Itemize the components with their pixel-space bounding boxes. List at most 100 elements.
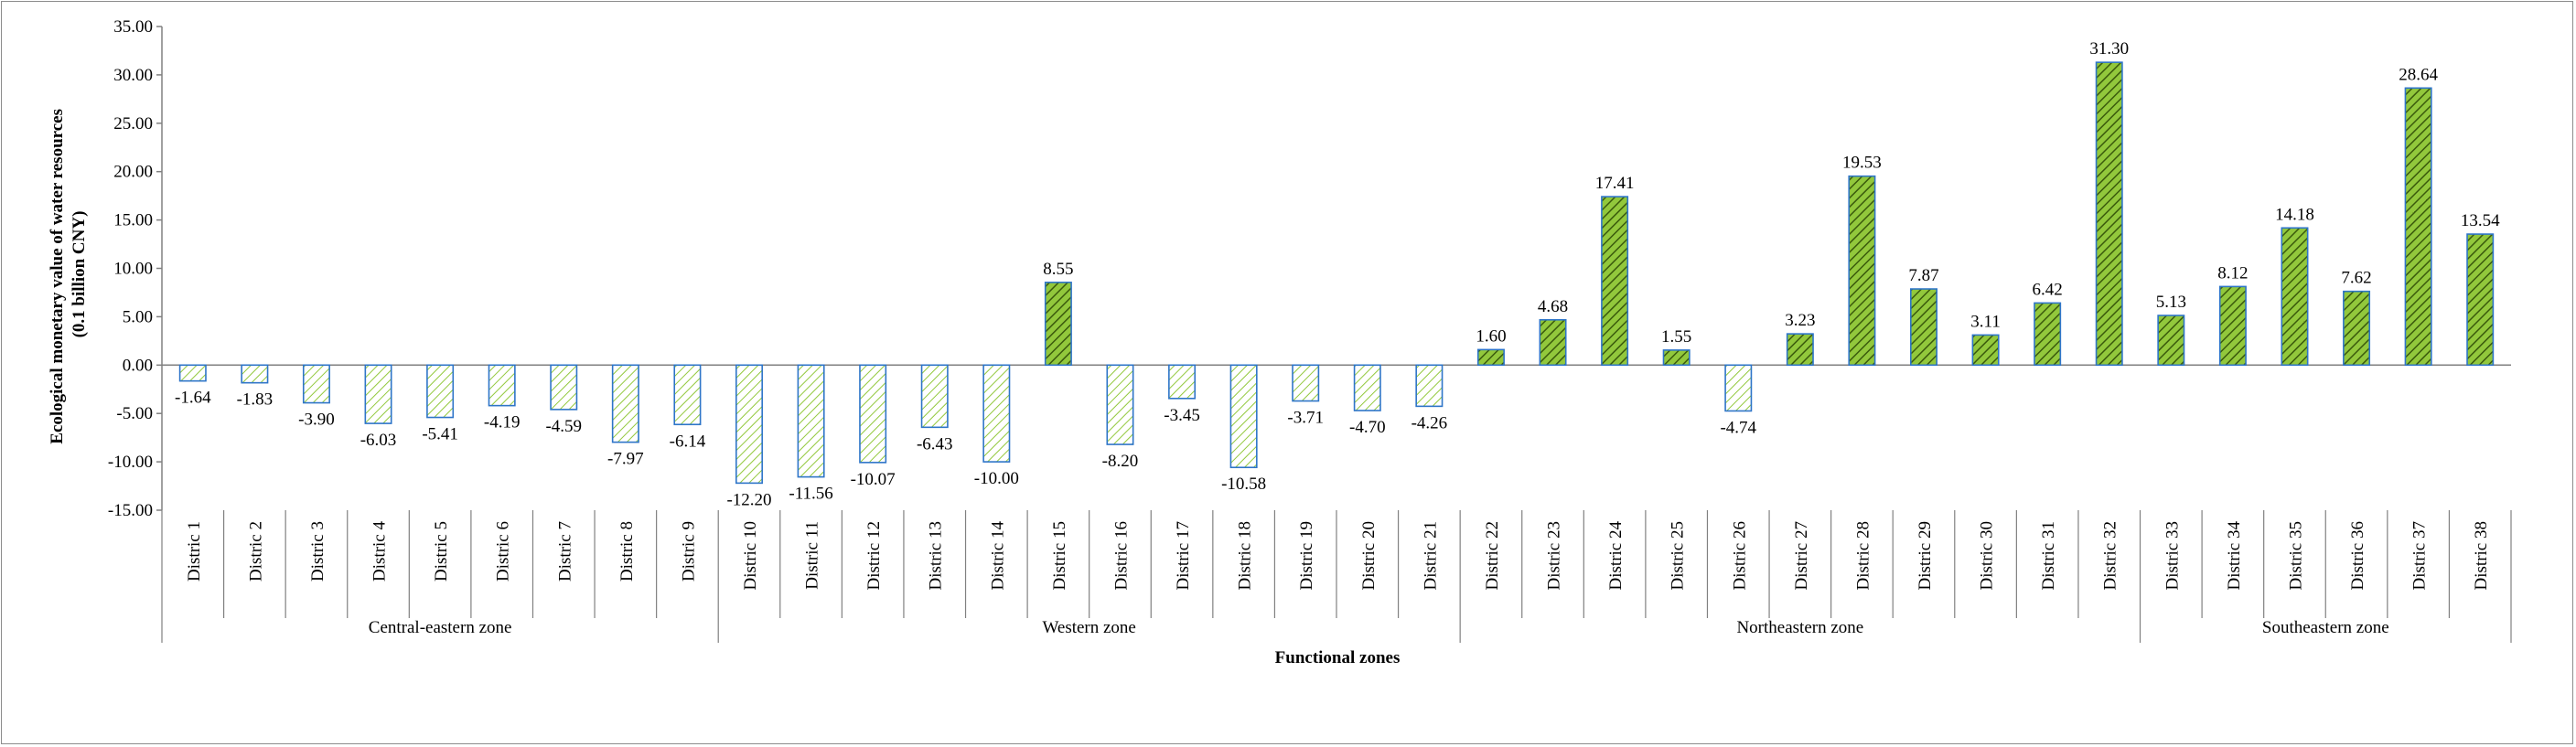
bar — [2466, 233, 2495, 367]
y-tick-label: 20.00 — [113, 163, 153, 182]
value-label: 3.23 — [1785, 311, 1815, 330]
value-label: -6.43 — [917, 434, 953, 454]
category-label: Distric 20 — [1359, 521, 1379, 590]
category-label: Distric 18 — [1236, 521, 1255, 590]
value-label: -6.03 — [360, 431, 397, 450]
zone-label: Western zone — [1042, 618, 1135, 637]
bar — [2157, 315, 2185, 367]
bar — [364, 364, 392, 424]
value-label: -3.90 — [298, 411, 335, 430]
category-label: Distric 7 — [555, 521, 574, 582]
bar — [2034, 302, 2062, 367]
category-label: Distric 33 — [2163, 521, 2182, 590]
category-label: Distric 34 — [2225, 521, 2244, 591]
category-label: Distric 11 — [803, 521, 822, 590]
y-tick-label: 30.00 — [113, 66, 153, 85]
zone-label: Southeastern zone — [2262, 618, 2389, 637]
bar — [1786, 333, 1814, 367]
bar — [673, 364, 702, 426]
category-label: Distric 5 — [432, 521, 451, 582]
value-label: -12.20 — [726, 490, 771, 509]
category-label: Distric 3 — [308, 521, 327, 582]
category-label: Distric 16 — [1111, 521, 1131, 590]
category-label: Distric 28 — [1853, 521, 1873, 590]
bar — [1539, 318, 1567, 367]
y-tick-label: -10.00 — [108, 453, 153, 472]
value-label: -4.19 — [484, 413, 521, 432]
value-label: 7.87 — [1908, 266, 1938, 285]
y-tick-label: 5.00 — [123, 307, 153, 326]
bar — [1971, 334, 2000, 367]
bar — [2095, 61, 2123, 367]
category-label: Distric 4 — [370, 521, 390, 582]
bar — [920, 364, 949, 429]
bar — [859, 364, 887, 464]
category-label: Distric 32 — [2101, 521, 2120, 590]
bar — [1229, 364, 1258, 469]
y-axis-title-line-1: Ecological monetary value of water resou… — [48, 109, 67, 444]
y-axis-title: Ecological monetary value of water resou… — [48, 104, 89, 443]
value-label: 28.64 — [2399, 65, 2438, 84]
category-label: Distric 35 — [2286, 521, 2305, 590]
value-label: 14.18 — [2275, 205, 2314, 224]
value-label: -4.59 — [545, 417, 582, 436]
value-label: -8.20 — [1102, 452, 1139, 471]
category-label: Distric 2 — [246, 521, 265, 582]
value-label: 19.53 — [1842, 154, 1882, 173]
zone-label: Central-eastern zone — [369, 618, 512, 637]
value-label: -4.70 — [1349, 418, 1386, 437]
y-tick-label: 15.00 — [113, 211, 153, 230]
bar — [1910, 288, 1937, 367]
value-label: 1.60 — [1476, 326, 1506, 346]
category-label: Distric 10 — [741, 521, 760, 590]
bar — [1168, 364, 1197, 400]
category-label: Distric 23 — [1545, 521, 1564, 590]
zone-label: Northeastern zone — [1736, 618, 1863, 637]
category-label: Distric 22 — [1483, 521, 1502, 590]
value-label: -11.56 — [789, 485, 832, 504]
bar — [426, 364, 455, 419]
bar — [1415, 364, 1444, 408]
bar — [488, 364, 516, 407]
category-label: Distric 31 — [2039, 521, 2058, 590]
value-label: 7.62 — [2341, 269, 2371, 288]
bar — [1601, 196, 1629, 367]
category-label: Distric 9 — [679, 521, 698, 582]
bar — [1044, 282, 1072, 367]
bar — [1848, 175, 1876, 367]
value-label: -10.00 — [974, 469, 1019, 488]
bar — [982, 364, 1011, 463]
bar — [611, 364, 639, 443]
bar — [1353, 364, 1381, 411]
y-axis-title-line-2: (0.1 billion CNY) — [70, 211, 89, 338]
category-label: Distric 14 — [988, 521, 1007, 591]
value-label: 1.55 — [1661, 327, 1691, 347]
bar — [797, 364, 825, 478]
value-label: 4.68 — [1538, 297, 1568, 316]
bar — [1662, 349, 1690, 367]
category-label: Distric 19 — [1297, 521, 1316, 590]
value-label: -6.14 — [670, 432, 706, 451]
category-label: Distric 15 — [1050, 521, 1069, 590]
value-label: 5.13 — [2156, 293, 2186, 312]
value-label: 8.12 — [2217, 263, 2248, 283]
category-label: Distric 13 — [927, 521, 946, 590]
category-label: Distric 37 — [2410, 521, 2430, 590]
value-label: 8.55 — [1043, 260, 1073, 279]
y-tick-label: 25.00 — [113, 114, 153, 133]
x-axis-title: Functional zones — [1275, 648, 1401, 667]
category-label: Distric 26 — [1730, 521, 1749, 590]
y-tick-label: 35.00 — [113, 17, 153, 37]
bar — [2343, 290, 2371, 367]
value-label: -10.07 — [851, 470, 896, 489]
category-label: Distric 21 — [1421, 521, 1440, 590]
bar — [1106, 364, 1134, 445]
bar — [1724, 364, 1753, 412]
value-label: -5.41 — [422, 425, 458, 444]
y-tick-label: 0.00 — [123, 356, 153, 375]
category-label: Distric 1 — [185, 521, 204, 582]
y-tick-label: -5.00 — [116, 404, 153, 423]
bar — [2404, 87, 2432, 367]
bar — [302, 364, 330, 404]
